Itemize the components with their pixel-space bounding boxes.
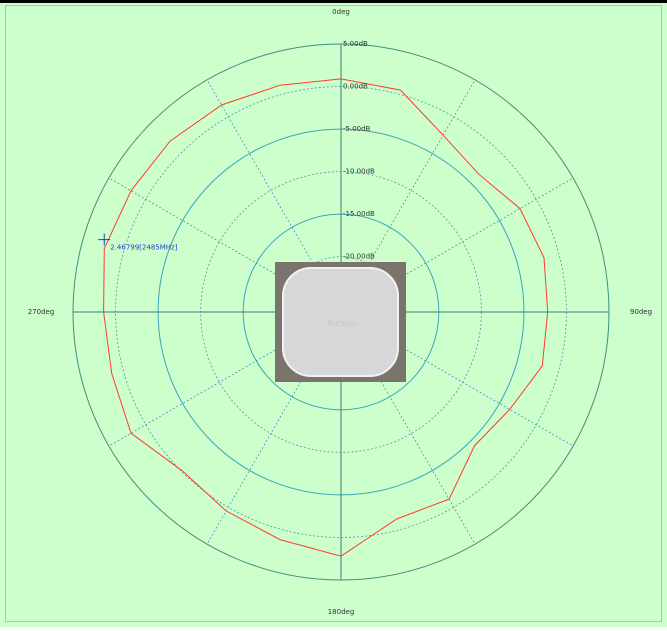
device-logo: RUCKUS bbox=[328, 320, 357, 328]
r-tick-label: -5.00dB bbox=[343, 125, 371, 133]
device-body bbox=[282, 267, 399, 377]
pattern-line bbox=[103, 78, 549, 557]
angle-tick-label: 270deg bbox=[28, 308, 55, 316]
device-photo: RUCKUS bbox=[275, 262, 406, 382]
r-tick-label: 0.00dB bbox=[343, 83, 368, 91]
angle-tick-label: 180deg bbox=[328, 608, 355, 616]
r-tick-label: -10.00dB bbox=[343, 168, 375, 176]
r-tick-label: -15.00dB bbox=[343, 210, 375, 218]
angle-tick-label: 0deg bbox=[332, 8, 350, 16]
plot-frame bbox=[5, 5, 662, 622]
r-tick-label: -20.00dB bbox=[343, 253, 375, 261]
angle-tick-label: 90deg bbox=[630, 308, 652, 316]
r-tick-label: 5.00dB bbox=[343, 40, 368, 48]
marker-label: 2.46799[2485MHz] bbox=[110, 244, 177, 252]
